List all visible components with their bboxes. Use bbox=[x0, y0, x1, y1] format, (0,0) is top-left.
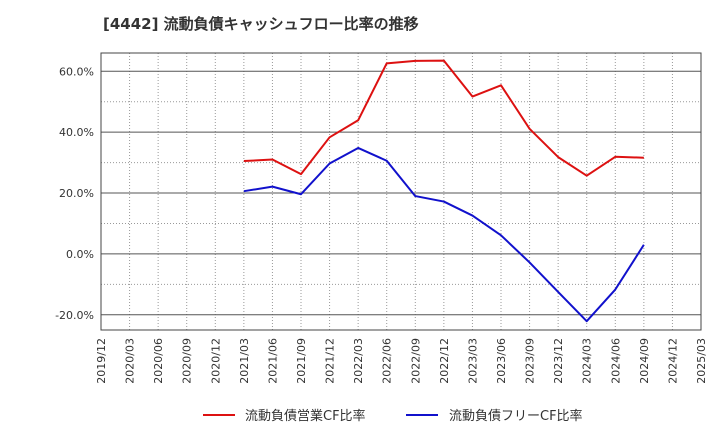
x-tick-label: 2021/12 bbox=[324, 338, 337, 384]
series-line-2 bbox=[243, 146, 645, 323]
x-tick-label: 2022/12 bbox=[438, 338, 451, 384]
y-axis: -20.0% 0.0% 20.0% 40.0% 60.0% bbox=[55, 65, 94, 322]
x-tick-label: 2024/09 bbox=[638, 338, 651, 384]
series-layer bbox=[243, 59, 645, 323]
x-tick-label: 2023/06 bbox=[495, 338, 508, 384]
x-tick-label: 2025/03 bbox=[695, 338, 708, 384]
x-axis: 2019/12 2020/03 2020/06 2020/09 2020/12 2021/… bbox=[95, 338, 708, 384]
chart-title: [4442] 流動負債キャッシュフロー比率の推移 bbox=[103, 15, 419, 33]
x-tick-label: 2021/09 bbox=[295, 338, 308, 384]
series-line-1 bbox=[243, 59, 644, 177]
x-tick-label: 2022/09 bbox=[409, 338, 422, 384]
y-tick-label: 40.0% bbox=[59, 126, 94, 139]
y-tick-label: 0.0% bbox=[66, 248, 94, 261]
legend: 流動負債営業CF比率 流動負債フリーCF比率 bbox=[203, 408, 583, 424]
plot-frame bbox=[100, 52, 702, 331]
y-tick-label: 60.0% bbox=[59, 65, 94, 78]
plot-area bbox=[101, 53, 701, 330]
x-tick-label: 2021/06 bbox=[266, 338, 279, 384]
x-tick-label: 2020/06 bbox=[152, 338, 165, 384]
x-tick-label: 2024/06 bbox=[609, 338, 622, 384]
x-tick-label: 2020/09 bbox=[181, 338, 194, 384]
x-tick-label: 2023/03 bbox=[466, 338, 479, 384]
x-tick-label: 2022/03 bbox=[352, 338, 365, 384]
x-tick-label: 2021/03 bbox=[238, 338, 251, 384]
y-tick-label: 20.0% bbox=[59, 187, 94, 200]
legend-label-1: 流動負債営業CF比率 bbox=[245, 408, 366, 424]
x-tick-label: 2022/06 bbox=[381, 338, 394, 384]
x-tick-label: 2023/09 bbox=[524, 338, 537, 384]
x-tick-label: 2020/12 bbox=[209, 338, 222, 384]
x-tick-label: 2023/12 bbox=[552, 338, 565, 384]
x-tick-label: 2019/12 bbox=[95, 338, 108, 384]
x-tick-label: 2024/12 bbox=[666, 338, 679, 384]
legend-label-2: 流動負債フリーCF比率 bbox=[449, 408, 583, 424]
grid bbox=[101, 53, 701, 330]
y-tick-label: -20.0% bbox=[55, 309, 94, 322]
x-tick-label: 2020/03 bbox=[124, 338, 137, 384]
x-tick-label: 2024/03 bbox=[581, 338, 594, 384]
